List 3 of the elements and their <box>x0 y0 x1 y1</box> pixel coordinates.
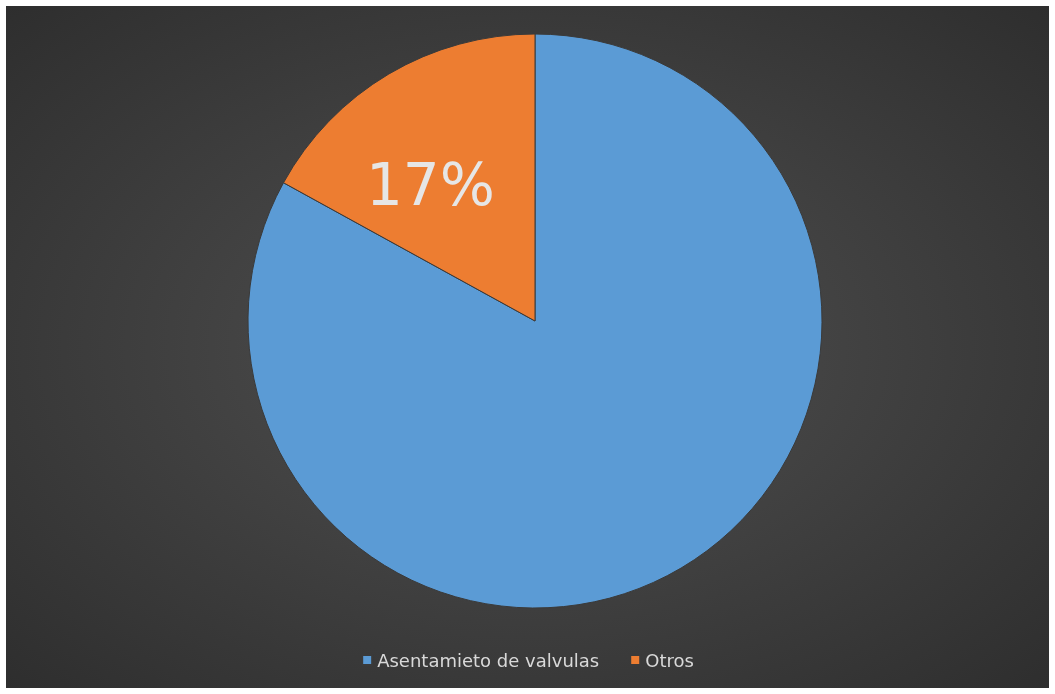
legend-label: Asentamieto de valvulas <box>377 649 600 671</box>
data-label: 17% <box>365 150 495 219</box>
legend-label: Otros <box>645 649 694 671</box>
